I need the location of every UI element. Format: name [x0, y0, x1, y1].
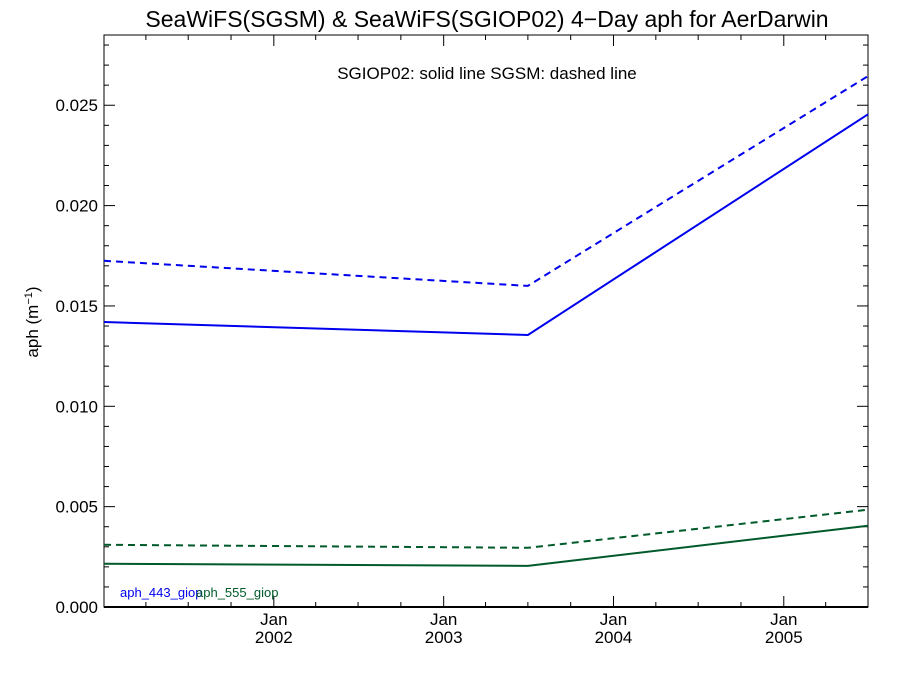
series-1-dashed-line	[103, 75, 869, 287]
chart-title: SeaWiFS(SGSM) & SeaWiFS(SGIOP02) 4−Day a…	[145, 6, 828, 32]
y-tick-label: 0.010	[55, 397, 98, 416]
y-tick-label: 0.025	[55, 96, 98, 115]
legend-label-aph-443-giop: aph_443_giop	[120, 585, 202, 600]
y-axis-label-base: aph (m	[23, 305, 42, 358]
y-axis-label-close: )	[23, 286, 42, 292]
y-tick-label: 0.005	[55, 498, 98, 517]
x-tick-month-label: Jan	[770, 610, 797, 629]
line-style-annotation: SGIOP02: solid line SGSM: dashed line	[337, 64, 637, 83]
x-tick-month-label: Jan	[260, 610, 287, 629]
x-tick-year-label: 2004	[595, 628, 633, 647]
x-tick-year-label: 2003	[425, 628, 463, 647]
aph-443-giop-line	[103, 113, 869, 337]
y-axis-label-superscript: −1	[23, 292, 35, 305]
y-tick-label: 0.015	[55, 297, 98, 316]
legend-label-aph-555-giop: aph_555_giop	[196, 585, 278, 600]
series-3-dashed-line	[103, 508, 869, 549]
y-tick-label: 0.000	[55, 598, 98, 617]
x-tick-year-label: 2005	[765, 628, 803, 647]
y-axis: 0.000 0.005 0.010 0.015 0.020 0.025	[55, 44, 868, 617]
series-lines	[103, 75, 869, 608]
y-axis-label: aph (m−1)	[23, 286, 42, 357]
x-tick-month-label: Jan	[600, 610, 627, 629]
x-tick-year-label: 2002	[255, 628, 293, 647]
y-tick-label: 0.020	[55, 197, 98, 216]
x-tick-month-label: Jan	[430, 610, 457, 629]
aph-555-giop-line	[103, 524, 869, 567]
